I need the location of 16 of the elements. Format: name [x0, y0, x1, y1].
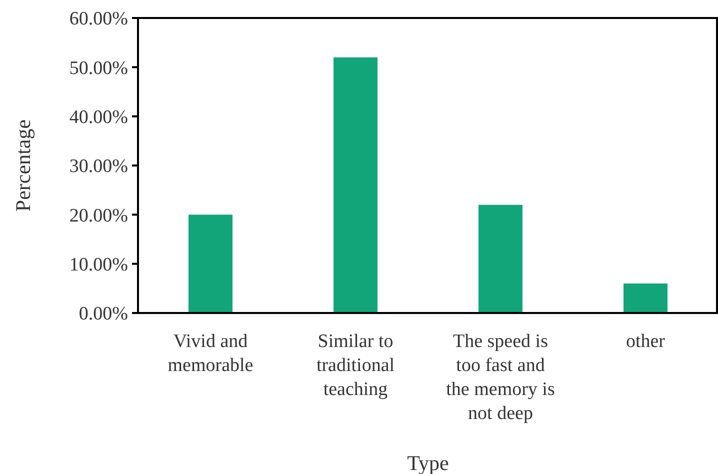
bar	[188, 214, 232, 313]
x-tick-label: Similar to traditional teaching	[316, 331, 395, 400]
bar	[478, 204, 522, 313]
bar	[334, 57, 378, 313]
x-tick-label: The speed is too fast and the memory is not deep	[446, 331, 555, 424]
y-axis-title: Percentage	[11, 119, 35, 212]
y-tick-label: 60.00%	[69, 8, 128, 30]
bar	[624, 284, 668, 313]
x-tick-label: other	[626, 331, 666, 352]
y-tick-label: 0.00%	[78, 304, 128, 325]
x-tick-label: Vivid and memorable	[168, 331, 254, 376]
y-tick-label: 20.00%	[69, 205, 128, 226]
y-tick-label: 10.00%	[69, 254, 128, 276]
y-tick-label: 30.00%	[69, 156, 128, 178]
y-tick-label: 40.00%	[69, 106, 128, 128]
y-tick-label: 50.00%	[69, 58, 128, 79]
